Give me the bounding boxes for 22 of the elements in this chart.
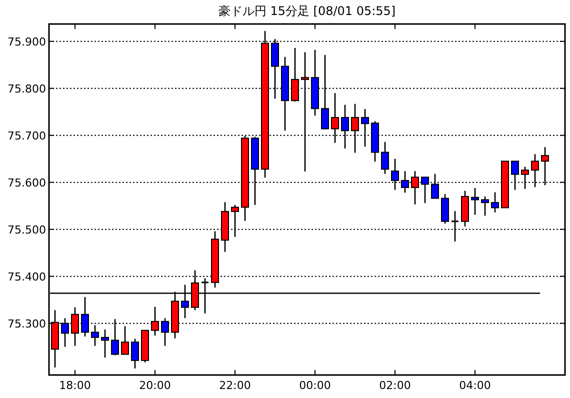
x-tick-label: 22:00	[219, 379, 251, 392]
y-tick-label: 75.400	[8, 270, 46, 284]
chart-title: 豪ドル円 15分足 [08/01 05:55]	[218, 4, 396, 18]
candlestick	[481, 196, 489, 216]
candlestick	[131, 338, 139, 370]
y-tick-label: 75.900	[8, 35, 46, 48]
y-tick-label: 75.300	[8, 317, 46, 330]
x-tick-label: 04:00	[459, 379, 491, 392]
x-tick-label: 20:00	[139, 379, 171, 392]
y-tick-label: 75.500	[8, 223, 46, 236]
y-tick-label: 75.600	[8, 176, 46, 190]
candlestick	[441, 193, 449, 224]
y-tick-label: 75.800	[8, 82, 46, 96]
x-tick-label: 18:00	[59, 379, 91, 392]
x-tick-label: 02:00	[379, 379, 411, 392]
candlestick	[471, 187, 479, 216]
candlestick	[101, 328, 109, 358]
x-tick-label: 00:00	[299, 379, 331, 392]
candlestick	[121, 325, 129, 355]
y-tick-label: 75.700	[8, 129, 46, 142]
candlestick	[381, 141, 389, 175]
candlestick	[491, 192, 499, 214]
